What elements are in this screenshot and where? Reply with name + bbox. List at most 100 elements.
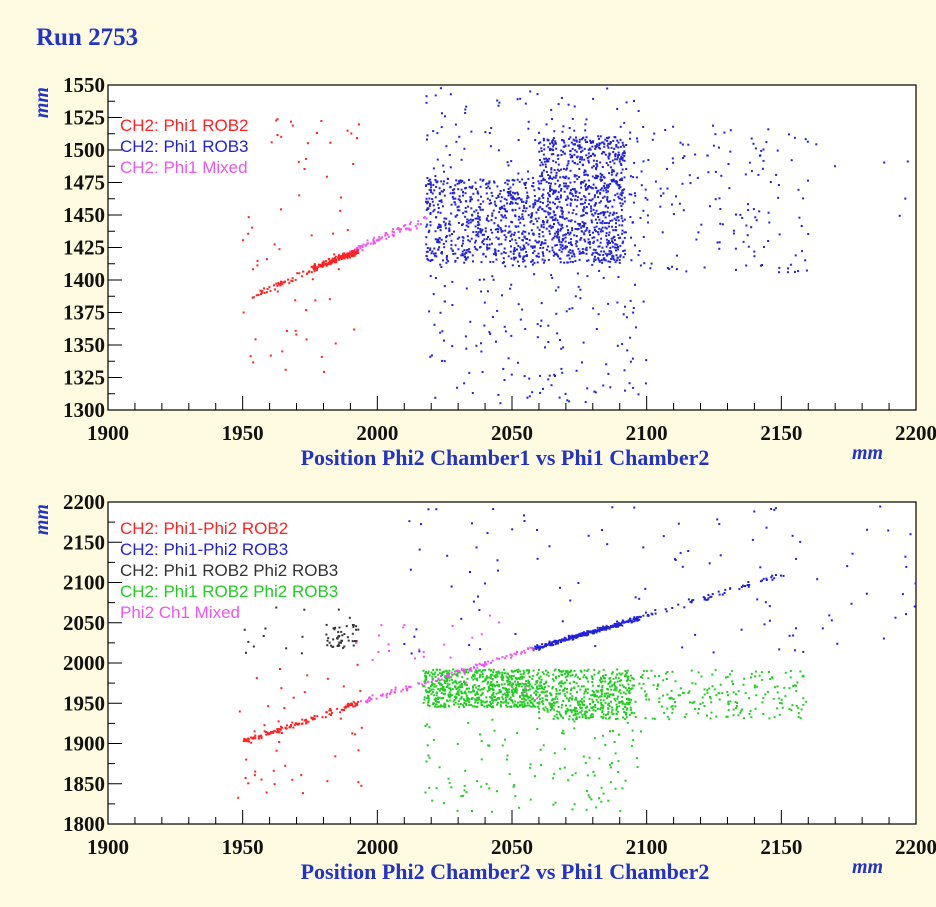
data-point bbox=[463, 382, 466, 385]
data-point bbox=[561, 245, 564, 248]
data-point bbox=[464, 210, 467, 213]
data-point bbox=[550, 171, 553, 174]
data-point bbox=[567, 219, 570, 222]
data-point bbox=[305, 157, 307, 160]
data-point bbox=[351, 253, 354, 256]
data-point bbox=[445, 699, 448, 702]
data-point bbox=[620, 171, 623, 174]
data-point bbox=[592, 248, 595, 251]
data-point bbox=[735, 693, 738, 696]
data-point bbox=[467, 225, 470, 228]
data-point bbox=[588, 241, 591, 243]
data-point bbox=[585, 154, 588, 157]
data-point bbox=[711, 685, 714, 688]
data-point bbox=[504, 229, 507, 232]
data-point bbox=[565, 168, 568, 171]
data-point bbox=[507, 693, 510, 696]
data-point bbox=[487, 685, 490, 688]
data-point bbox=[495, 197, 498, 200]
data-point bbox=[547, 324, 550, 327]
data-point bbox=[494, 252, 497, 255]
data-point bbox=[474, 239, 477, 242]
data-point bbox=[385, 232, 388, 235]
data-point bbox=[582, 755, 585, 758]
data-point bbox=[503, 692, 506, 695]
data-point bbox=[563, 639, 566, 642]
data-point bbox=[620, 209, 623, 211]
data-point bbox=[501, 693, 504, 696]
data-point bbox=[616, 717, 619, 720]
data-point bbox=[268, 733, 271, 735]
data-point bbox=[665, 678, 668, 680]
data-point bbox=[523, 688, 526, 691]
data-point bbox=[583, 692, 586, 695]
data-point bbox=[647, 614, 650, 617]
data-point bbox=[469, 221, 472, 224]
data-point bbox=[538, 182, 541, 185]
data-point bbox=[430, 671, 433, 674]
data-point bbox=[613, 689, 616, 691]
data-point bbox=[597, 196, 600, 199]
data-point bbox=[447, 695, 450, 698]
data-point bbox=[729, 129, 732, 132]
legend-entry: CH2: Phi1 ROB2 bbox=[120, 116, 249, 135]
x-tick-label: 2050 bbox=[491, 421, 533, 445]
data-point bbox=[429, 247, 432, 250]
data-point bbox=[603, 187, 606, 189]
series-3-points bbox=[243, 606, 360, 655]
data-point bbox=[616, 154, 619, 157]
data-point bbox=[623, 369, 626, 372]
data-point bbox=[603, 258, 606, 261]
data-point bbox=[244, 738, 247, 741]
data-point bbox=[645, 670, 648, 673]
data-point bbox=[503, 687, 506, 690]
data-point bbox=[463, 784, 466, 787]
data-point bbox=[300, 722, 303, 725]
data-point bbox=[599, 135, 602, 138]
data-point bbox=[444, 222, 447, 225]
plot-frame bbox=[107, 501, 917, 825]
data-point bbox=[621, 189, 624, 192]
data-point bbox=[607, 200, 610, 203]
data-point bbox=[454, 244, 457, 247]
data-point bbox=[582, 676, 585, 679]
data-point bbox=[489, 199, 491, 202]
data-point bbox=[560, 96, 563, 99]
data-point bbox=[410, 652, 413, 655]
data-point bbox=[599, 706, 602, 709]
data-point bbox=[656, 687, 659, 690]
data-point bbox=[618, 184, 621, 186]
data-point bbox=[581, 230, 584, 233]
data-point bbox=[280, 282, 282, 285]
data-point bbox=[361, 249, 364, 252]
data-point bbox=[616, 256, 619, 259]
data-point bbox=[604, 743, 607, 746]
data-point bbox=[545, 180, 548, 183]
data-point bbox=[798, 216, 801, 219]
data-point bbox=[550, 644, 553, 647]
data-point bbox=[762, 148, 765, 151]
data-point bbox=[272, 730, 275, 733]
data-point bbox=[514, 249, 517, 252]
data-point bbox=[581, 181, 584, 183]
data-point bbox=[591, 153, 594, 156]
data-point bbox=[511, 701, 514, 704]
data-point bbox=[423, 681, 426, 684]
data-point bbox=[574, 772, 577, 775]
data-point bbox=[489, 669, 492, 672]
data-point bbox=[547, 203, 550, 206]
data-point bbox=[649, 267, 652, 270]
data-point bbox=[465, 347, 468, 350]
data-point bbox=[580, 138, 583, 141]
data-point bbox=[533, 202, 536, 205]
data-point bbox=[458, 199, 461, 202]
data-point bbox=[586, 141, 589, 143]
data-point bbox=[718, 241, 721, 244]
data-point bbox=[598, 142, 601, 145]
data-point bbox=[527, 681, 530, 684]
data-point bbox=[334, 342, 337, 345]
data-point bbox=[512, 692, 515, 695]
data-point bbox=[532, 223, 535, 225]
data-point bbox=[653, 132, 656, 135]
data-point bbox=[508, 698, 511, 700]
